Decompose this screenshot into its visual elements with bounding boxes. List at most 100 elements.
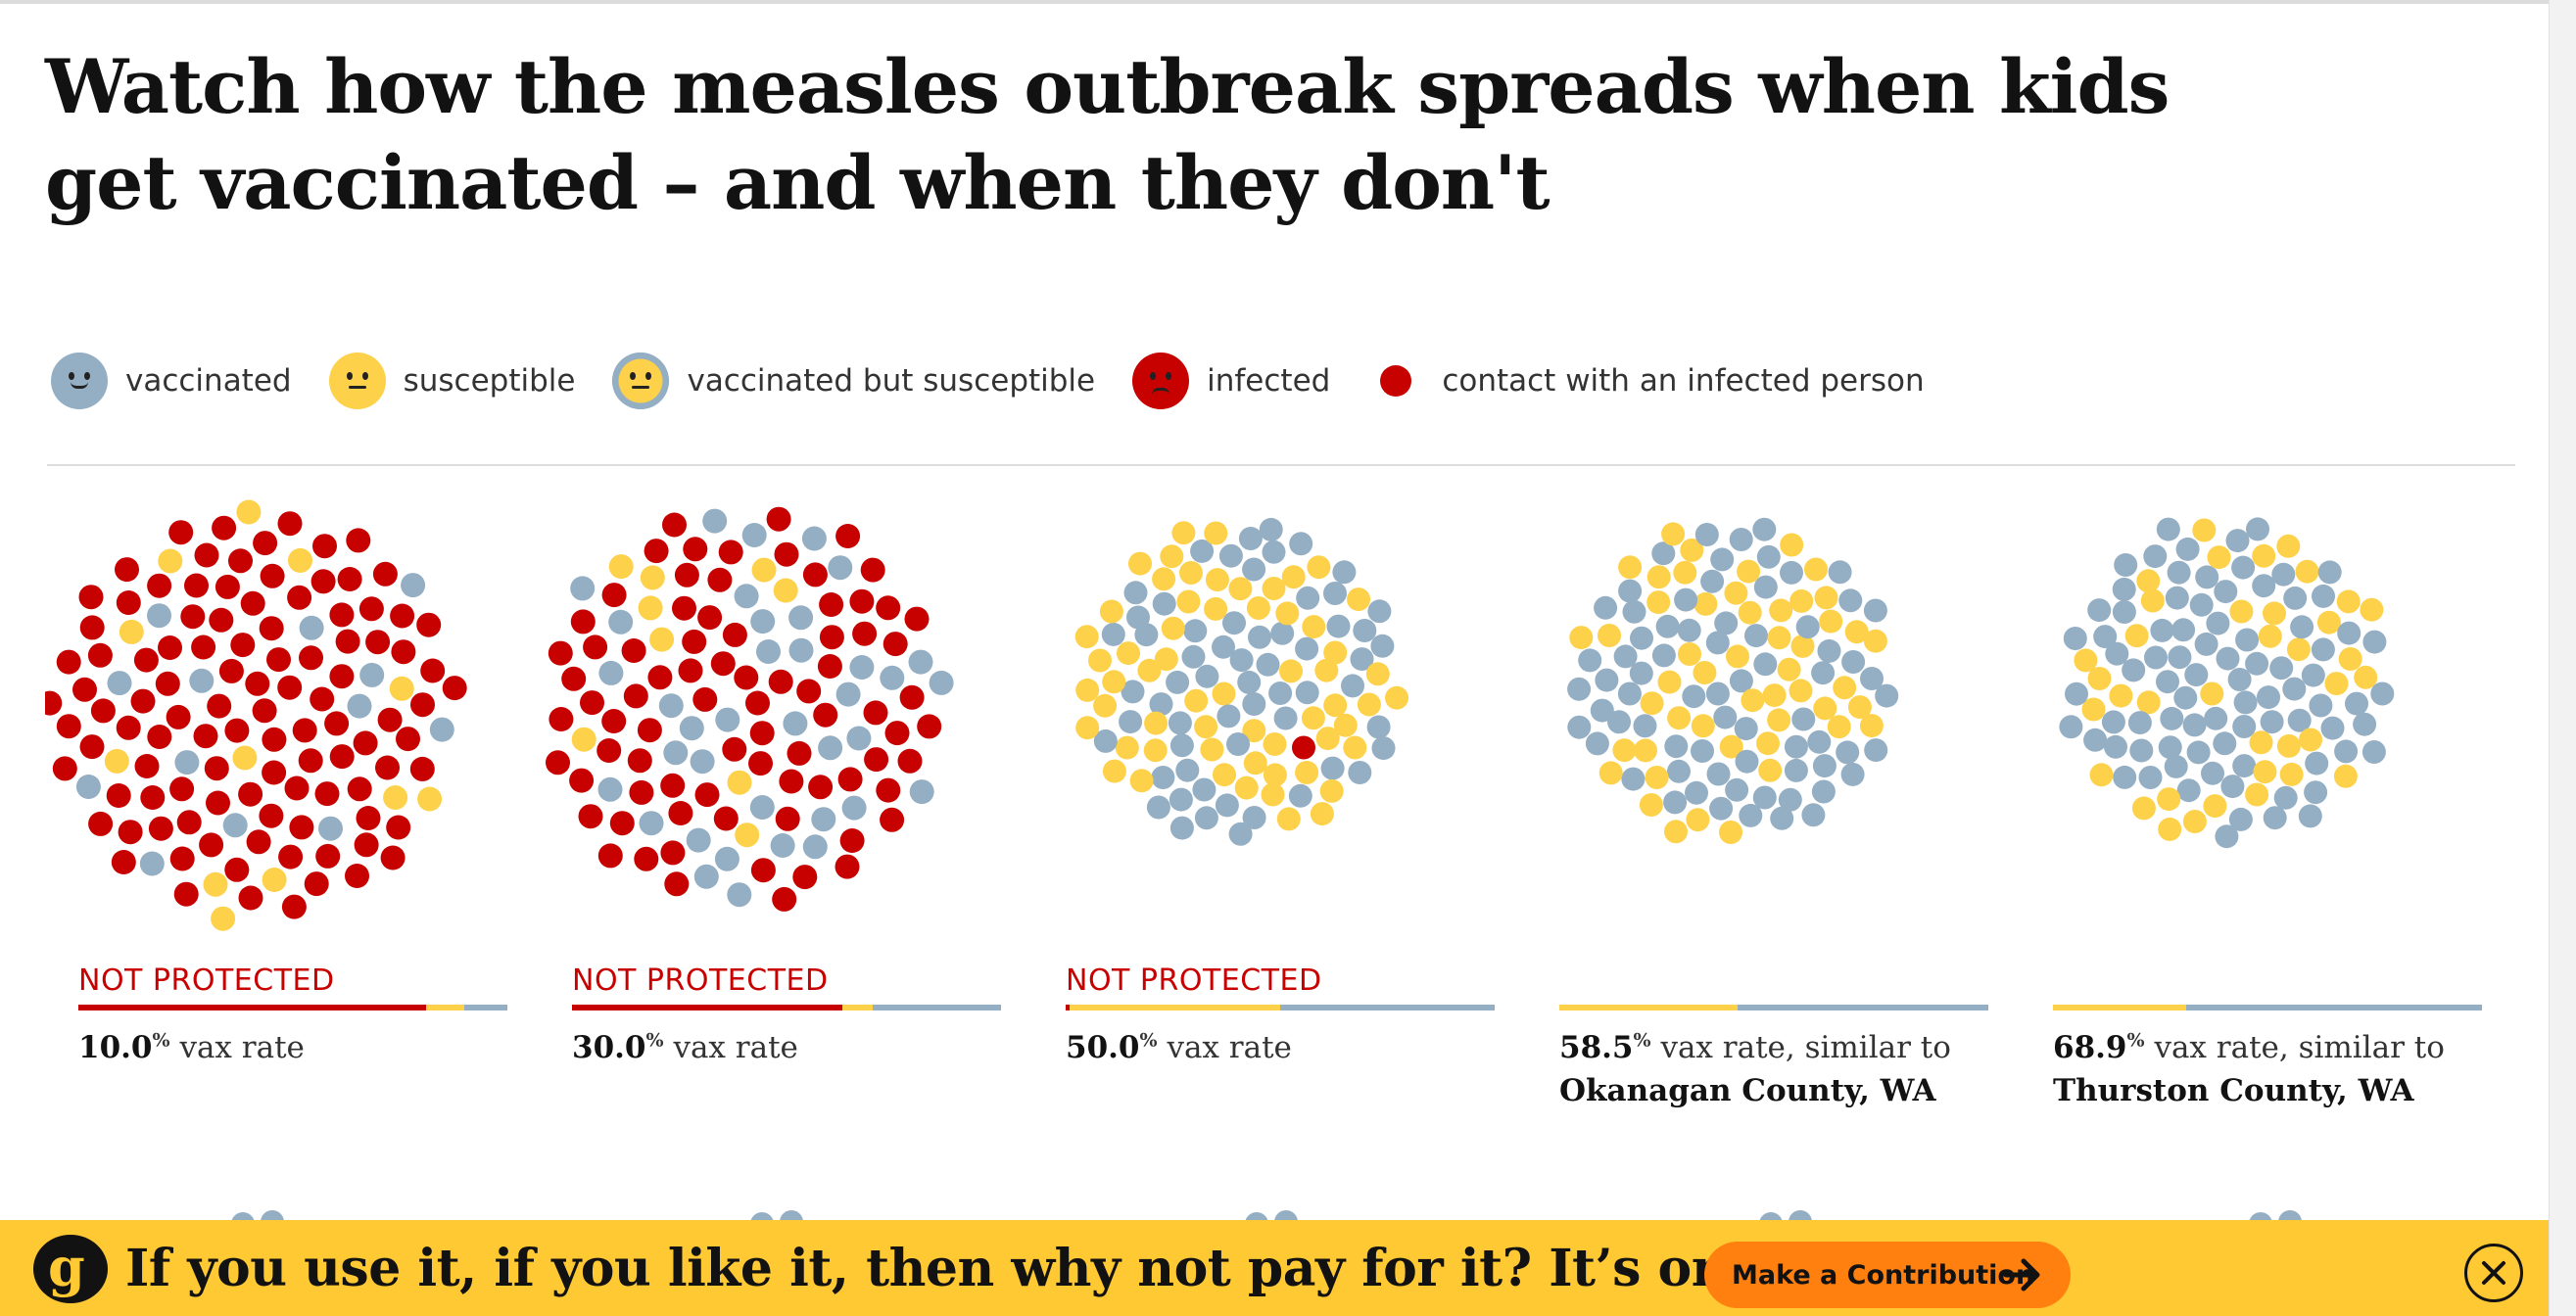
vax-rate-value: 50.0 [1066,1030,1140,1065]
vaccinated-dot [2304,780,2328,805]
vaccinated-dot [2287,708,2312,732]
vaccinated-dot [1713,705,1738,729]
legend-label: vaccinated but susceptible [687,363,1096,399]
susceptible-dot [1194,715,1218,739]
infected-dot [116,715,141,740]
susceptible-dot [2316,610,2341,634]
susceptible-dot [773,578,798,603]
vaccinated-dot [2228,807,2253,831]
bar-segment-vaccinated [872,1005,1001,1010]
vaccinated-dot [1567,677,1592,701]
infected-dot [206,790,230,816]
infected-dot [147,573,172,598]
infected-dot [772,886,797,912]
susceptible-dot [640,565,665,590]
scrollbar[interactable] [2549,0,2576,1316]
vaccinated-dot [811,807,836,832]
infected-dot [634,846,659,871]
infected-dot [692,686,718,712]
infected-dot [569,768,595,793]
vaccinated-dot [750,609,776,634]
simulation-panel: 68.9% vax rate, similar to Thurston Count… [2020,490,2482,1116]
vax-rate-suffix: vax rate, similar to [2154,1030,2445,1065]
vaccinated-dot [2083,728,2108,752]
vaccinated-dot [1123,581,1148,605]
vaccinated-dot [1348,761,1372,784]
susceptible-dot [1314,658,1339,682]
infected-dot [734,665,759,690]
susceptible-dot [1276,807,1301,831]
vaccinated-dot [1677,618,1701,642]
vaccinated-dot [1169,733,1194,758]
vaccinated-dot [1326,614,1351,638]
susceptible-dot [1678,642,1701,666]
susceptible-dot [2245,782,2269,807]
infected-dot [168,520,194,545]
infected-dot [779,769,804,794]
vaccinated-dot [1729,528,1753,551]
infected-dot [72,677,97,702]
vaccinated-dot [1863,598,1887,623]
vaccinated-dot [1663,790,1688,815]
infected-dot [880,807,905,832]
susceptible-dot [2136,569,2161,593]
susceptible-dot [2299,728,2322,752]
vaccinated-dot [1192,777,1216,802]
susceptible-dot [1243,751,1267,776]
susceptible-dot [1646,590,1671,615]
legend-item-vaccinated: vaccinated [51,352,292,409]
susceptible-dot [1767,708,1791,732]
guardian-g-logo-icon: g [33,1235,108,1303]
infected-dot [266,647,291,673]
close-banner-button[interactable] [2464,1244,2523,1302]
vaccinated-dot [1812,754,1837,778]
vaccinated-dot [2127,711,2152,735]
simulation-panel: NOT PROTECTED 30.0% vax rate [539,490,1001,1116]
infected-dot [207,693,232,719]
vaccinated-dot [2257,685,2280,710]
infected-dot [111,850,136,874]
infected-dot [87,642,113,668]
susceptible-dot [1780,533,1804,557]
susceptible-dot [1179,561,1203,585]
vaccinated-dot [2245,651,2269,676]
susceptible-dot [2295,559,2319,584]
legend: vaccinated susceptible vaccinated but su… [51,351,1962,411]
susceptible-dot [1323,640,1348,665]
vaccinated-dot [658,693,684,719]
vaccinated-dot [2298,804,2322,828]
vaccinated-dot [1289,532,1313,556]
make-contribution-button[interactable]: Make a Contribution [1704,1242,2071,1308]
infected-dot [106,783,131,808]
vaccinated-dot [1259,517,1283,541]
infected-dot [775,806,800,831]
infected-dot [79,615,105,640]
susceptible-dot [288,547,312,573]
vaccinated-dot [1752,517,1777,541]
infected-dot [904,606,930,632]
infected-dot [694,782,720,808]
infected-dot [672,595,696,621]
vaccinated-dot [1756,544,1781,569]
susceptible-dot [2158,817,2182,841]
vaccinated-dot [1237,670,1262,694]
infected-dot [623,683,648,709]
legend-label: contact with an infected person [1442,363,1925,399]
infected-dot [852,621,878,646]
susceptible-dot [2087,667,2112,690]
susceptible-dot [2279,762,2304,786]
vaccinated-dot [2176,778,2201,803]
vaccinated-dot [1270,621,1295,645]
vaccinated-dot [2301,663,2325,687]
vaccinated-susceptible-face-icon [612,352,670,409]
vaccinated-dot [2353,712,2377,736]
susceptible-dot [1319,778,1344,803]
susceptible-dot [1307,555,1331,580]
susceptible-dot [1357,692,1381,717]
vaccinated-dot [1705,631,1730,655]
infected-dot [792,865,818,890]
vaccinated-dot [2113,765,2137,789]
infected-dot [609,811,635,836]
susceptible-dot [203,871,228,897]
infected-dot [259,616,284,641]
